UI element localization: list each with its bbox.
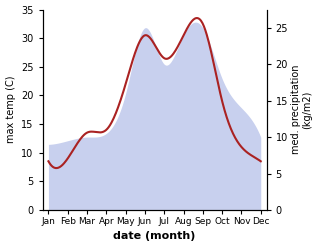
Y-axis label: max temp (C): max temp (C) [5,76,16,144]
X-axis label: date (month): date (month) [114,231,196,242]
Y-axis label: med. precipitation
(kg/m2): med. precipitation (kg/m2) [291,65,313,155]
